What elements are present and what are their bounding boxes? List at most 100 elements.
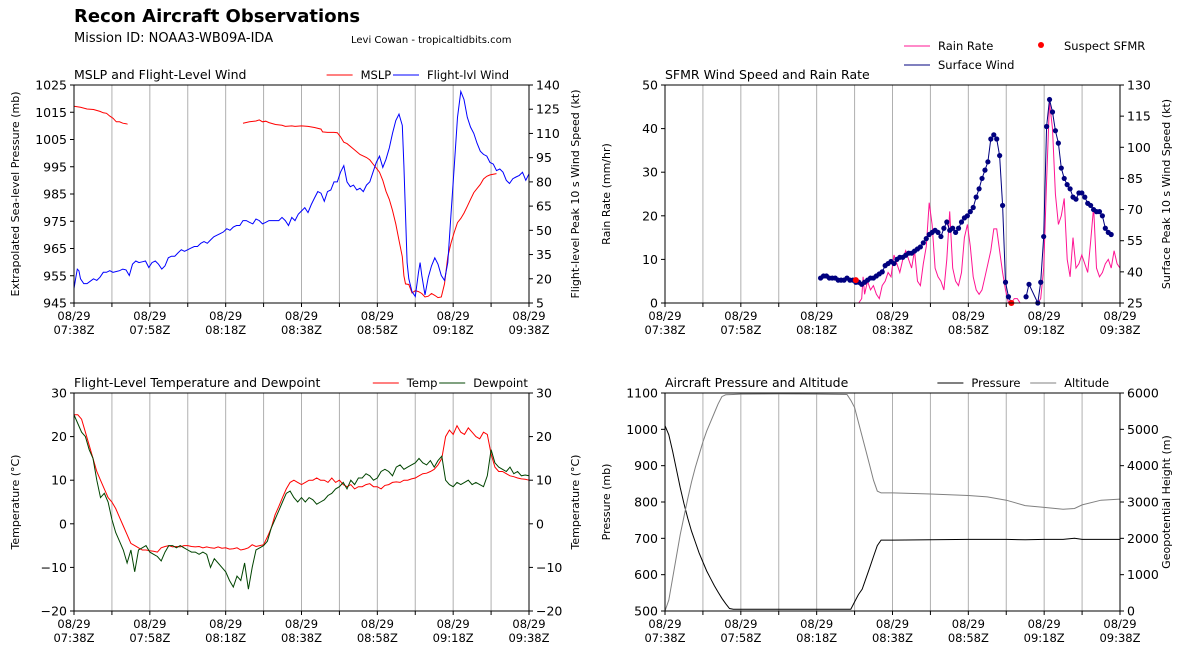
x-tick-label-date: 08/29 bbox=[209, 309, 242, 323]
x-tick-label-date: 08/29 bbox=[437, 309, 470, 323]
surface-wind-point bbox=[938, 233, 944, 240]
y-tick-label-left: 995 bbox=[43, 159, 67, 174]
y-tick-label-right: 2000 bbox=[1127, 531, 1159, 546]
x-tick-label-date: 08/29 bbox=[57, 617, 90, 631]
x-tick-label-date: 08/29 bbox=[952, 309, 985, 323]
surface-wind-point bbox=[917, 244, 923, 250]
y-tick-label-right: 130 bbox=[1127, 78, 1151, 93]
x-tick-label-time: 08:58Z bbox=[357, 631, 398, 645]
x-tick-label-date: 08/29 bbox=[876, 309, 909, 323]
series-rain-rate-line bbox=[826, 102, 1121, 304]
legend-label-rain-rate: Rain Rate bbox=[938, 39, 993, 53]
legend-label: Pressure bbox=[971, 376, 1020, 390]
chart-temp: Flight-Level Temperature and Dewpoint 08/… bbox=[9, 375, 582, 645]
x-tick-label-date: 08/29 bbox=[1028, 309, 1061, 323]
surface-wind-point bbox=[976, 186, 982, 192]
x-tick-label-time: 07:38Z bbox=[53, 631, 94, 645]
legend-label-surface-wind: Surface Wind bbox=[938, 58, 1014, 72]
y-tick-label-right: 5000 bbox=[1127, 422, 1159, 437]
surface-wind-point bbox=[1061, 175, 1067, 182]
x-tick-label-time: 07:38Z bbox=[53, 323, 94, 337]
chart-sfmr: SFMR Wind Speed and Rain Rate08/2907:38Z… bbox=[600, 39, 1173, 337]
surface-wind-point bbox=[944, 219, 950, 225]
surface-wind-point bbox=[1026, 281, 1032, 287]
surface-wind-point bbox=[991, 132, 997, 138]
y-tick-label-right: 125 bbox=[536, 102, 560, 117]
y-tick-label-left: 700 bbox=[634, 531, 658, 546]
surface-wind-point bbox=[953, 229, 959, 236]
y-axis-label-left: Rain Rate (mm/hr) bbox=[600, 143, 613, 245]
x-tick-label-date: 08/29 bbox=[285, 617, 318, 631]
x-tick-label-date: 08/29 bbox=[209, 617, 242, 631]
y-tick-label-left: 955 bbox=[43, 268, 67, 283]
surface-wind-point bbox=[970, 204, 976, 211]
legend-label-suspect-sfmr: Suspect SFMR bbox=[1064, 39, 1145, 53]
x-tick-label-date: 08/29 bbox=[1103, 309, 1136, 323]
surface-wind-point bbox=[1096, 209, 1103, 215]
y-tick-label-right: 110 bbox=[536, 126, 560, 141]
x-tick-label-time: 07:58Z bbox=[720, 323, 761, 337]
surface-wind-point bbox=[985, 159, 991, 165]
x-tick-label-time: 09:38Z bbox=[508, 631, 549, 645]
surface-wind-point bbox=[1058, 165, 1064, 171]
x-tick-label-time: 07:38Z bbox=[644, 631, 685, 645]
chart-title: Flight-Level Temperature and Dewpoint bbox=[74, 375, 321, 390]
surface-wind-point bbox=[997, 152, 1003, 159]
x-tick-label-date: 08/29 bbox=[57, 309, 90, 323]
y-tick-label-left: 40 bbox=[642, 121, 658, 136]
y-tick-label-right: −10 bbox=[536, 560, 562, 575]
y-tick-label-left: 30 bbox=[51, 386, 67, 401]
x-tick-label-date: 08/29 bbox=[1028, 617, 1061, 631]
surface-wind-point bbox=[994, 136, 1000, 142]
x-tick-label-time: 09:18Z bbox=[433, 323, 474, 337]
y-tick-label-right: 80 bbox=[536, 174, 552, 189]
surface-wind-point bbox=[967, 209, 973, 215]
y-tick-label-left: 965 bbox=[43, 241, 67, 256]
x-tick-label-date: 08/29 bbox=[724, 617, 757, 631]
surface-wind-point bbox=[935, 229, 941, 236]
y-tick-label-right: 65 bbox=[536, 199, 552, 214]
legend: Altitude Pressure bbox=[937, 376, 1109, 390]
x-tick-label-time: 07:58Z bbox=[129, 631, 170, 645]
surface-wind-point bbox=[941, 225, 947, 231]
x-tick-label-time: 07:58Z bbox=[720, 631, 761, 645]
x-tick-label-time: 08:38Z bbox=[281, 323, 322, 337]
x-tick-label-time: 08:38Z bbox=[872, 631, 913, 645]
x-tick-label-time: 08:58Z bbox=[357, 323, 398, 337]
y-tick-label-left: 0 bbox=[650, 296, 658, 311]
y-axis-label-right: Geopotential Height (m) bbox=[1160, 435, 1173, 569]
credit-text: Levi Cowan - tropicaltidbits.com bbox=[351, 35, 512, 46]
legend-swatch-suspect-sfmr bbox=[1038, 42, 1044, 48]
surface-wind-point bbox=[891, 260, 897, 267]
x-tick-label-date: 08/29 bbox=[1103, 617, 1136, 631]
y-tick-label-left: 945 bbox=[43, 296, 67, 311]
y-tick-label-left: 1000 bbox=[626, 422, 658, 437]
y-tick-label-right: 25 bbox=[1127, 296, 1143, 311]
y-tick-label-right: 5 bbox=[536, 296, 544, 311]
y-tick-label-right: 85 bbox=[1127, 171, 1143, 186]
legend-label: Temp bbox=[406, 376, 438, 390]
y-axis-label-right: Flight-level Peak 10 s Wind Speed (kt) bbox=[569, 89, 582, 298]
y-tick-label-right: 20 bbox=[536, 271, 552, 286]
surface-wind-point bbox=[1073, 196, 1079, 202]
chart-pressure-altitude: Aircraft Pressure and Altitude08/2907:38… bbox=[600, 375, 1173, 645]
y-tick-label-right: 95 bbox=[536, 150, 552, 165]
y-tick-label-right: 40 bbox=[1127, 264, 1143, 279]
legend: Rain Rate Surface Wind Suspect SFMR bbox=[904, 39, 1145, 72]
x-tick-label-time: 08:38Z bbox=[281, 631, 322, 645]
y-tick-label-left: 975 bbox=[43, 214, 67, 229]
surface-wind-point bbox=[1038, 279, 1044, 285]
y-tick-label-right: 35 bbox=[536, 247, 552, 262]
surface-wind-point bbox=[1044, 123, 1050, 130]
surface-wind-point bbox=[1064, 182, 1070, 188]
y-tick-label-left: 20 bbox=[642, 208, 658, 223]
y-tick-label-right: 115 bbox=[1127, 109, 1151, 124]
series-dewpoint-line bbox=[73, 414, 530, 590]
x-tick-label-time: 08:18Z bbox=[796, 631, 837, 645]
surface-wind-point bbox=[1046, 96, 1053, 103]
x-tick-label-time: 09:38Z bbox=[1099, 631, 1140, 645]
x-tick-label-time: 08:58Z bbox=[948, 323, 989, 337]
x-tick-label-time: 09:38Z bbox=[1099, 323, 1140, 337]
x-tick-label-date: 08/29 bbox=[952, 617, 985, 631]
